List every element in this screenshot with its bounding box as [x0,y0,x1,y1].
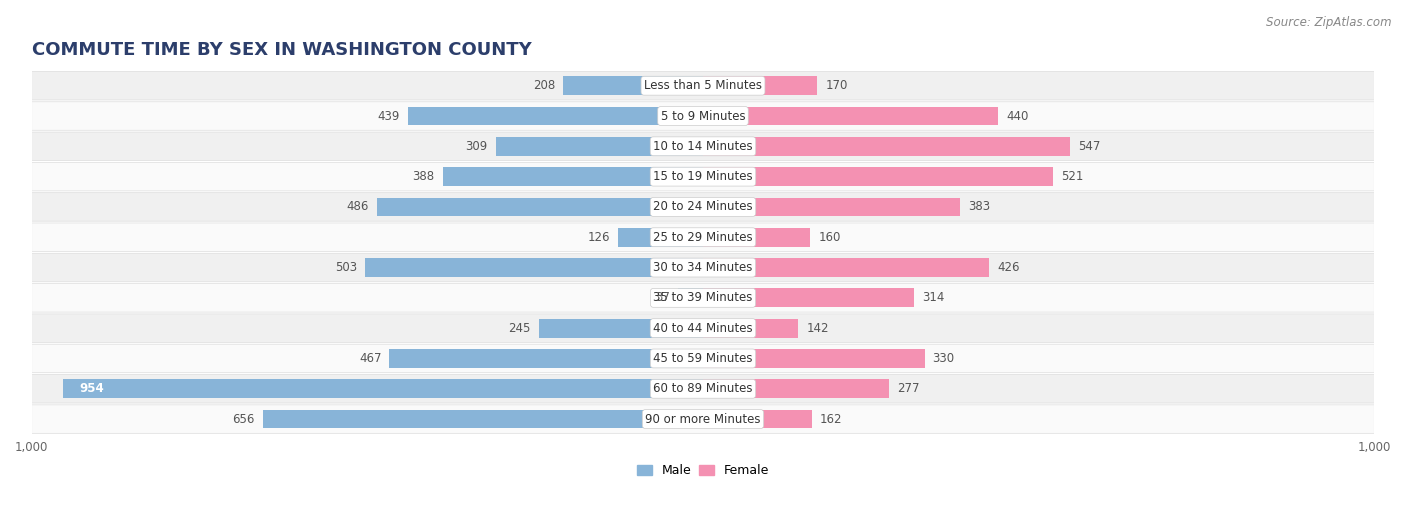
Text: 60 to 89 Minutes: 60 to 89 Minutes [654,382,752,395]
Bar [703,137,1070,156]
Text: 208: 208 [533,79,555,92]
Text: COMMUTE TIME BY SEX IN WASHINGTON COUNTY: COMMUTE TIME BY SEX IN WASHINGTON COUNTY [32,41,531,59]
Text: 314: 314 [922,291,945,304]
Bar [703,410,811,428]
Bar [703,167,1053,186]
FancyBboxPatch shape [32,102,1374,130]
Text: 170: 170 [825,79,848,92]
Text: 330: 330 [932,352,955,365]
Text: 521: 521 [1060,170,1083,183]
FancyBboxPatch shape [32,253,1374,282]
Text: 440: 440 [1007,109,1029,122]
Text: 5 to 9 Minutes: 5 to 9 Minutes [661,109,745,122]
Bar [63,379,703,398]
Text: 40 to 44 Minutes: 40 to 44 Minutes [654,322,752,335]
Text: 10 to 14 Minutes: 10 to 14 Minutes [654,140,752,153]
Text: 486: 486 [346,200,368,213]
Bar [619,228,703,247]
FancyBboxPatch shape [32,344,1374,373]
Bar [538,319,703,337]
Bar [564,76,703,95]
Text: 245: 245 [508,322,530,335]
Bar [703,258,988,277]
Bar [703,107,998,126]
Bar [703,228,810,247]
Bar [678,289,703,307]
FancyBboxPatch shape [32,223,1374,252]
FancyBboxPatch shape [32,132,1374,161]
Text: 90 or more Minutes: 90 or more Minutes [645,413,761,426]
Legend: Male, Female: Male, Female [637,464,769,477]
Text: 547: 547 [1078,140,1101,153]
Text: 30 to 34 Minutes: 30 to 34 Minutes [654,261,752,274]
Text: 439: 439 [378,109,401,122]
Bar [408,107,703,126]
FancyBboxPatch shape [32,405,1374,434]
Text: Source: ZipAtlas.com: Source: ZipAtlas.com [1267,16,1392,29]
FancyBboxPatch shape [32,192,1374,221]
FancyBboxPatch shape [32,283,1374,312]
Bar [263,410,703,428]
Text: 277: 277 [897,382,920,395]
Bar [389,349,703,368]
Text: 15 to 19 Minutes: 15 to 19 Minutes [654,170,752,183]
Bar [703,198,960,217]
FancyBboxPatch shape [32,314,1374,343]
Bar [703,289,914,307]
Bar [703,76,817,95]
Text: 426: 426 [997,261,1019,274]
FancyBboxPatch shape [32,72,1374,100]
Text: 35 to 39 Minutes: 35 to 39 Minutes [654,291,752,304]
Text: 954: 954 [79,382,104,395]
Text: 656: 656 [232,413,254,426]
Bar [366,258,703,277]
Bar [377,198,703,217]
Text: 162: 162 [820,413,842,426]
Text: 37: 37 [655,291,671,304]
Text: 503: 503 [335,261,357,274]
Text: 388: 388 [412,170,434,183]
FancyBboxPatch shape [32,374,1374,403]
Text: Less than 5 Minutes: Less than 5 Minutes [644,79,762,92]
FancyBboxPatch shape [32,162,1374,191]
Text: 467: 467 [359,352,381,365]
Text: 25 to 29 Minutes: 25 to 29 Minutes [654,231,752,244]
Text: 383: 383 [969,200,990,213]
Text: 45 to 59 Minutes: 45 to 59 Minutes [654,352,752,365]
Bar [443,167,703,186]
Text: 20 to 24 Minutes: 20 to 24 Minutes [654,200,752,213]
Bar [703,349,925,368]
Bar [703,379,889,398]
Bar [495,137,703,156]
Bar [703,319,799,337]
Text: 309: 309 [465,140,488,153]
Text: 160: 160 [818,231,841,244]
Text: 126: 126 [588,231,610,244]
Text: 142: 142 [807,322,830,335]
